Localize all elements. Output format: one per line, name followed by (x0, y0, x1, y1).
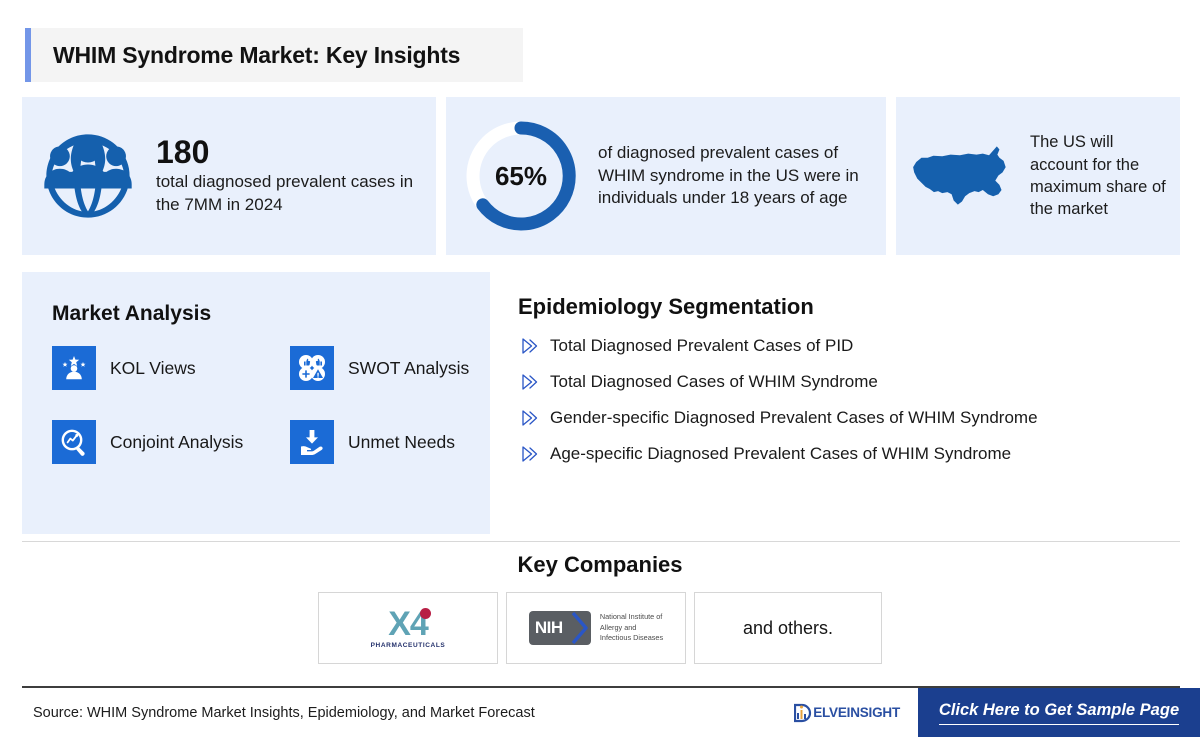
stat-card-text: of diagnosed prevalent cases of WHIM syn… (582, 142, 872, 209)
stat-card-us-share: The US will account for the maximum shar… (896, 97, 1180, 255)
stat-number: 180 (156, 133, 210, 170)
get-sample-page-button[interactable]: Click Here to Get Sample Page (918, 688, 1200, 737)
epidemiology-panel: Epidemiology Segmentation Total Diagnose… (490, 272, 1180, 534)
stat-description: of diagnosed prevalent cases of WHIM syn… (598, 143, 859, 208)
market-analysis-item-conjoint-analysis[interactable]: Conjoint Analysis (52, 420, 290, 464)
us-map-icon (910, 137, 1014, 215)
donut-percent-label: 65% (494, 160, 548, 191)
nih-logo-mark: NIH National Institute of Allergy and In… (528, 611, 663, 645)
x4-wordmark: X4 (388, 607, 431, 641)
market-analysis-item-label: Conjoint Analysis (110, 431, 244, 452)
cta-label: Click Here to Get Sample Page (938, 701, 1180, 725)
x4-sub-label: PHARMACEUTICALS (370, 641, 446, 649)
stat-description: total diagnosed prevalent cases in the 7… (156, 172, 414, 214)
list-item-label: Gender-specific Diagnosed Prevalent Case… (550, 408, 1038, 427)
key-companies-section: Key Companies X4 PHARMACEUTICALS NIH (0, 552, 1200, 664)
people-globe-icon (36, 124, 140, 228)
nih-subtitle: National Institute of Allergy and Infect… (591, 612, 663, 644)
nih-badge: NIH (528, 611, 591, 645)
list-item: Gender-specific Diagnosed Prevalent Case… (518, 408, 1180, 428)
company-others-label: and others. (694, 592, 882, 664)
list-item: Total Diagnosed Prevalent Cases of PID (518, 336, 1180, 356)
delveinsight-wordmark: ELVEINSIGHT (813, 705, 900, 720)
nih-subtitle-line: Allergy and (599, 622, 637, 632)
market-analysis-panel: Market Analysis (22, 272, 490, 534)
market-analysis-item-label: Unmet Needs (348, 431, 455, 452)
double-chevron-icon (518, 408, 542, 428)
kol-person-star-icon (52, 346, 96, 390)
page-title: WHIM Syndrome Market: Key Insights (53, 41, 461, 68)
stat-card-text: The US will account for the maximum shar… (1014, 131, 1166, 220)
footer-source-text: Source: WHIM Syndrome Market Insights, E… (33, 704, 535, 721)
list-item: Total Diagnosed Cases of WHIM Syndrome (518, 372, 1180, 392)
market-analysis-item-swot-analysis[interactable]: SWOT Analysis (290, 346, 490, 390)
market-analysis-item-label: KOL Views (110, 357, 196, 378)
list-item-label: Age-specific Diagnosed Prevalent Cases o… (550, 444, 1012, 463)
nih-badge-text: NIH (534, 618, 563, 637)
delveinsight-mark-icon (794, 703, 812, 722)
double-chevron-icon (518, 336, 542, 356)
footer: Source: WHIM Syndrome Market Insights, E… (0, 688, 1200, 737)
company-logo-niaid: NIH National Institute of Allergy and In… (506, 592, 686, 664)
hand-download-icon (290, 420, 334, 464)
donut-chart-icon: 65% (460, 115, 582, 237)
market-analysis-item-unmet-needs[interactable]: Unmet Needs (290, 420, 490, 464)
epidemiology-title: Epidemiology Segmentation (518, 294, 814, 319)
market-analysis-item-kol-views[interactable]: KOL Views (52, 346, 290, 390)
stat-card-text: 180 total diagnosed prevalent cases in t… (140, 133, 422, 216)
page-title-bar: WHIM Syndrome Market: Key Insights (25, 28, 523, 82)
nih-chevron-icon (571, 611, 588, 645)
swot-quadrant-icon (290, 346, 334, 390)
nih-subtitle-line: National Institute of (599, 612, 663, 622)
market-analysis-item-label: SWOT Analysis (348, 357, 470, 378)
epidemiology-list: Total Diagnosed Prevalent Cases of PID T… (518, 336, 1180, 464)
key-companies-logo-row: X4 PHARMACEUTICALS NIH National Ins (0, 592, 1200, 664)
nih-subtitle-line: Infectious Diseases (599, 633, 664, 643)
double-chevron-icon (518, 372, 542, 392)
stat-card-prevalent-cases: 180 total diagnosed prevalent cases in t… (22, 97, 436, 255)
delveinsight-logo: ELVEINSIGHT (794, 703, 900, 723)
stat-card-pediatric-share: 65% of diagnosed prevalent cases of WHIM… (446, 97, 886, 255)
market-analysis-grid: KOL Views (52, 346, 490, 464)
section-divider (22, 541, 1180, 542)
market-analysis-title: Market Analysis (52, 302, 212, 325)
x4-dot-icon (419, 607, 431, 619)
stat-description: The US will account for the maximum shar… (1030, 133, 1166, 219)
stat-cards-row: 180 total diagnosed prevalent cases in t… (22, 97, 1180, 255)
key-companies-title: Key Companies (517, 552, 683, 577)
company-logo-x4-pharmaceuticals: X4 PHARMACEUTICALS (318, 592, 498, 664)
magnifier-chart-icon (52, 420, 96, 464)
list-item-label: Total Diagnosed Cases of WHIM Syndrome (550, 372, 878, 391)
title-accent-bar (25, 28, 31, 82)
double-chevron-icon (518, 444, 542, 464)
footer-rule (22, 686, 1180, 688)
list-item: Age-specific Diagnosed Prevalent Cases o… (518, 444, 1180, 464)
mid-section: Market Analysis (22, 272, 1180, 534)
x4-logo-mark: X4 PHARMACEUTICALS (371, 607, 446, 650)
list-item-label: Total Diagnosed Prevalent Cases of PID (550, 336, 854, 355)
